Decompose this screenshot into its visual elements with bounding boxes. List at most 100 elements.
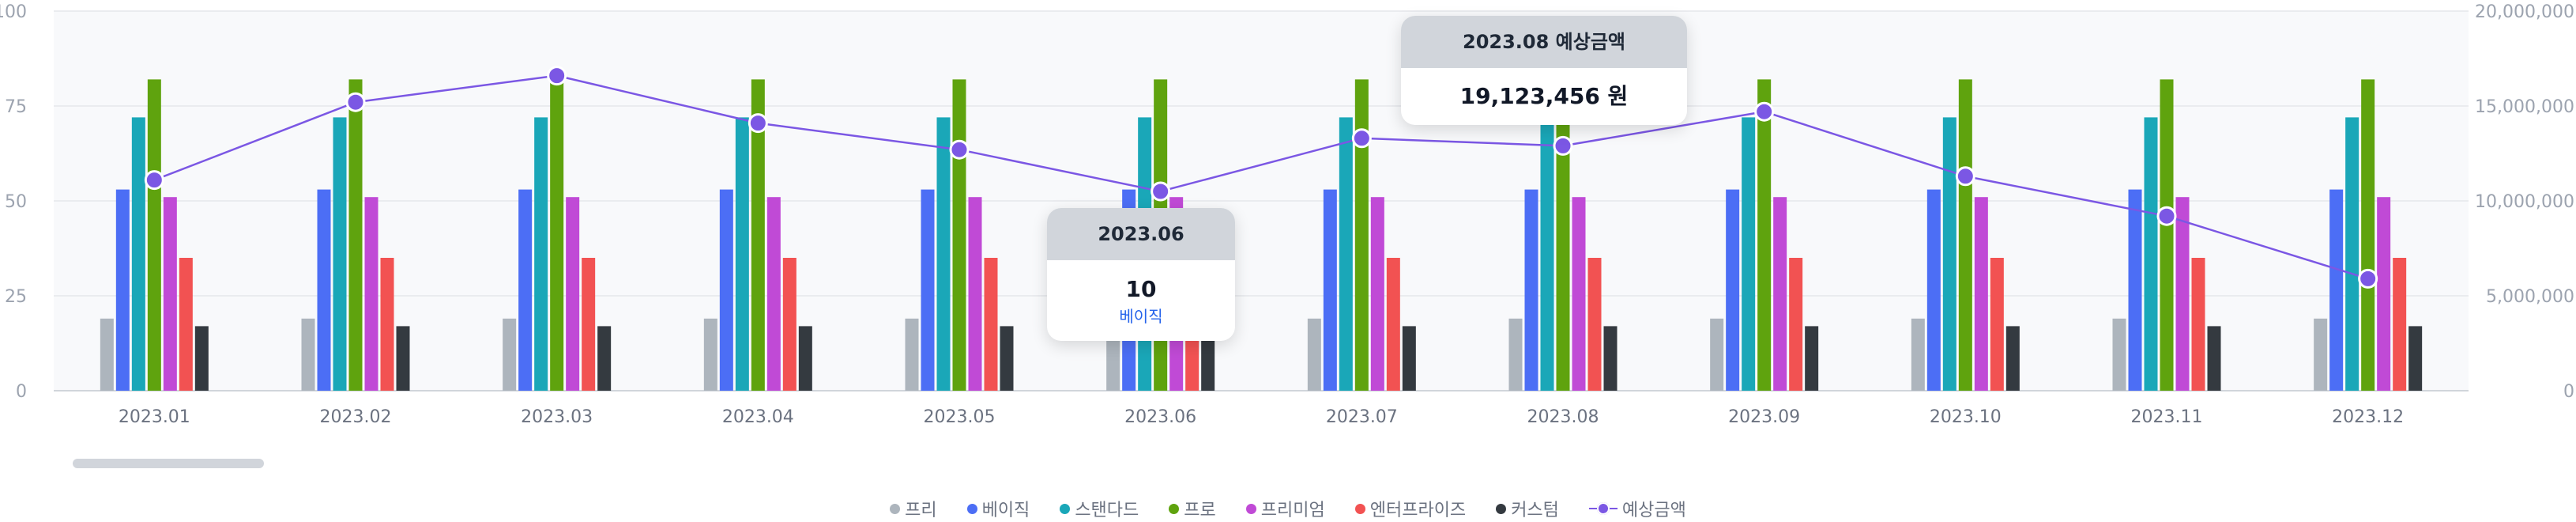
bar: [1603, 326, 1618, 391]
legend-item[interactable]: 프리미엄: [1245, 496, 1325, 521]
line-tooltip-value: 19,123,456 원: [1459, 83, 1629, 109]
bar: [2191, 258, 2205, 391]
legend-item[interactable]: 커스텀: [1496, 496, 1559, 521]
bar: [550, 79, 564, 392]
bar: [751, 79, 765, 392]
x-tick-label: 2023.06: [1124, 407, 1196, 427]
bar: [147, 79, 161, 392]
legend-marker: [1496, 503, 1507, 514]
line-tooltip: 2023.08 예상금액 19,123,456 원: [1401, 16, 1687, 125]
bar: [1572, 197, 1586, 391]
bar: [2160, 79, 2174, 392]
bar: [766, 197, 781, 391]
y-tick-label-left: 50: [5, 192, 27, 212]
bar: [2128, 189, 2142, 391]
legend-label: 베이직: [981, 501, 1030, 520]
bar: [597, 326, 612, 391]
x-tick-label: 2023.11: [2131, 407, 2203, 427]
bar: [1710, 318, 1724, 391]
bar: [2314, 318, 2328, 391]
line-point: [2156, 206, 2177, 226]
bar: [1402, 326, 1416, 391]
legend-label: 예상금액: [1621, 501, 1686, 520]
x-tick-label: 2023.07: [1326, 407, 1398, 427]
bar: [703, 318, 717, 391]
y-tick-label-right: 20,000,000: [2475, 2, 2574, 22]
line-point: [748, 113, 768, 134]
bar: [1386, 258, 1400, 391]
bar: [1540, 117, 1554, 391]
x-tick-label: 2023.03: [521, 407, 593, 427]
legend-item[interactable]: 프리: [890, 496, 937, 521]
x-tick-label: 2023.05: [924, 407, 996, 427]
legend-marker: [890, 503, 901, 514]
bar: [194, 326, 209, 391]
bar: [582, 258, 596, 391]
bar: [2329, 189, 2344, 391]
x-tick-label: 2023.12: [2332, 407, 2404, 427]
horizontal-scrollbar[interactable]: [73, 459, 264, 468]
y-tick-label-left: 0: [16, 382, 27, 402]
legend-marker: [1060, 503, 1071, 514]
bar: [396, 326, 410, 391]
line-point: [144, 170, 164, 191]
bar: [1990, 258, 2004, 391]
line-series: [153, 74, 2369, 280]
line-tooltip-title: 2023.08 예상금액: [1401, 16, 1687, 68]
bar: [1370, 197, 1384, 391]
bar: [2361, 79, 2375, 392]
bar: [1726, 189, 1740, 391]
y-tick-label-right: 15,000,000: [2475, 97, 2574, 117]
line-point: [345, 92, 366, 112]
bar: [905, 318, 919, 391]
x-tick-label: 2023.09: [1728, 407, 1800, 427]
bar: [2207, 326, 2221, 391]
bar: [1757, 79, 1772, 392]
bar: [100, 318, 114, 391]
bar: [1958, 79, 1972, 392]
bar: [1201, 326, 1215, 391]
bar: [798, 326, 812, 391]
y-tick-label-right: 0: [2563, 382, 2574, 402]
bar: [1524, 189, 1538, 391]
bar: [1508, 318, 1523, 391]
y-tick-label-right: 5,000,000: [2486, 287, 2574, 307]
bar: [968, 197, 982, 391]
bar: [1926, 189, 1941, 391]
legend-item[interactable]: 예상금액: [1588, 496, 1686, 521]
line-point: [547, 66, 567, 86]
x-tick-label: 2023.04: [722, 407, 794, 427]
bar: [2144, 117, 2158, 391]
bar: [566, 197, 580, 391]
legend-marker: [1354, 503, 1365, 514]
bar: [518, 189, 533, 391]
bar-tooltip: 2023.06 10 베이직: [1047, 208, 1235, 341]
bar: [2408, 326, 2423, 391]
bar: [2175, 197, 2190, 391]
bar: [380, 258, 394, 391]
legend-item[interactable]: 베이직: [966, 496, 1030, 521]
legend-marker: [1245, 503, 1256, 514]
bar: [1339, 117, 1353, 391]
bar: [1742, 117, 1756, 391]
y-tick-label-right: 10,000,000: [2475, 192, 2574, 212]
legend-label: 커스텀: [1511, 501, 1559, 520]
legend-item[interactable]: 엔터프라이즈: [1354, 496, 1466, 521]
x-tick-label: 2023.08: [1527, 407, 1599, 427]
bar: [719, 189, 733, 391]
bar: [984, 258, 998, 391]
bar: [2377, 197, 2391, 391]
bar: [2345, 117, 2359, 391]
bar: [503, 318, 517, 391]
legend-label: 프리미엄: [1260, 501, 1325, 520]
y-tick-label-left: 25: [5, 287, 27, 307]
legend-item[interactable]: 스탠다드: [1060, 496, 1139, 521]
legend-item[interactable]: 프로: [1169, 496, 1216, 521]
bar: [1773, 197, 1787, 391]
bar: [317, 189, 331, 391]
bar-tooltip-title: 2023.06: [1047, 208, 1235, 260]
bar: [952, 79, 966, 392]
bar: [1323, 189, 1337, 391]
bar: [1307, 318, 1321, 391]
y-tick-label-left: 75: [5, 97, 27, 117]
